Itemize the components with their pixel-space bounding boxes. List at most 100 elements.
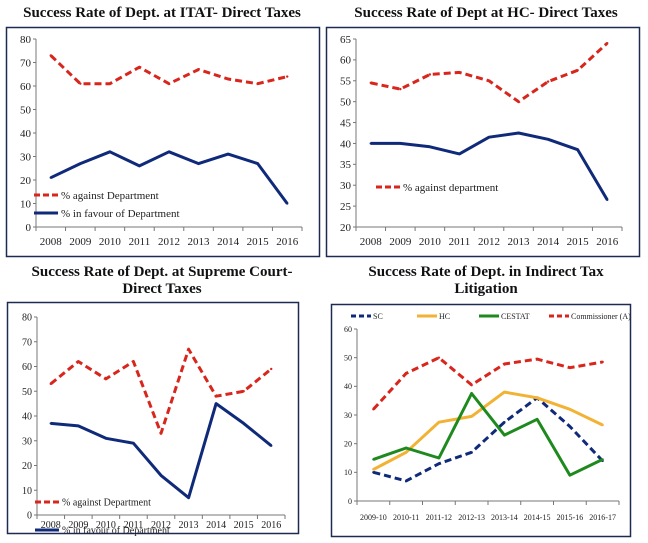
y-tick-label: 0 [348,497,352,506]
y-tick-label: 10 [20,198,32,210]
data-point [132,442,135,445]
series-line-hc [372,390,604,471]
data-point [404,479,408,483]
data-point [286,202,289,205]
data-point [242,422,245,425]
y-tick-label: 70 [20,57,32,69]
y-tick-label: 20 [340,222,352,234]
y-tick-label: 30 [22,436,32,447]
data-point [270,367,273,371]
data-point [372,458,375,461]
data-point [372,408,375,411]
chart-hc: 20 25 30 35 40 45 50 55 60 65 2008 2009 2010 2011 2012… [325,26,641,258]
chart-title-indirect-line2: Litigation [454,281,518,297]
data-point [132,360,135,363]
data-point [437,420,441,424]
data-point [49,382,52,386]
chart-sc: 0 10 20 30 40 50 60 70 80 2008 2009 2010 2011 2012 201… [6,301,300,537]
series-line-commissioner-a- [372,356,603,411]
x-tick-label: 2012 [151,520,171,531]
y-tick-label: 70 [22,337,32,348]
data-point [428,73,432,76]
x-tick-label: 2015 [247,236,270,248]
data-point [437,456,441,460]
x-tick-label: 2012 [478,236,500,248]
data-point [77,424,80,428]
y-tick-label: 80 [22,313,32,324]
series-line--in-favour-of-department [50,402,273,500]
data-point [437,462,441,465]
y-tick-label: 50 [340,97,352,109]
legend-label: % against Department [61,190,159,202]
y-tick-label: 0 [26,222,32,234]
data-point [404,372,408,375]
x-tick-label: 2014 [217,236,240,248]
data-point [470,451,473,454]
x-tick-label: 2012 [158,236,180,248]
series-line-sc [373,396,604,483]
x-tick-label: 2015-16 [557,513,584,522]
data-point [568,366,572,369]
panel-sc: Success Rate of Dept. at Supreme Court- … [0,262,324,543]
x-tick-label: 2010 [96,520,116,531]
y-tick-label: 60 [344,325,352,334]
data-point [197,68,200,71]
x-tick-label: 2013 [508,236,531,248]
data-point [197,162,200,165]
x-tick-label: 2012-13 [458,513,485,522]
legend-label: % against department [403,182,498,194]
data-point [470,383,473,387]
data-point [226,152,230,156]
data-point [399,87,402,91]
chart-title-sc-line2: Direct Taxes [122,281,202,297]
data-point [503,362,506,366]
data-point [404,451,408,454]
y-tick-label: 60 [20,81,32,93]
x-tick-label: 2009 [68,520,88,531]
y-tick-label: 80 [20,34,32,46]
data-point [159,474,163,477]
y-tick-label: 35 [340,159,352,171]
data-point [49,54,52,57]
data-point [104,437,108,440]
x-tick-label: 2014 [537,236,560,248]
data-point [187,496,190,499]
chart-border [6,301,300,535]
data-point [167,150,171,153]
data-point [576,69,579,72]
y-tick-label: 50 [344,353,352,362]
y-tick-label: 30 [344,411,352,420]
data-point [399,142,402,145]
x-tick-label: 2011 [129,236,151,248]
chart-indirect: 0 10 20 30 40 50 60 2009-10 2010-11 2011-12 2012-1… [330,303,632,538]
legend-label: CESTAT [501,312,530,321]
data-point [606,198,609,202]
y-tick-label: 20 [22,461,32,472]
y-tick-label: 40 [344,382,352,391]
data-point [226,77,230,81]
chart-border [5,26,321,258]
data-point [535,396,539,399]
data-point [568,425,572,428]
panel-itat: Success Rate of Dept. at ITAT- Direct Ta… [0,0,324,262]
y-tick-label: 0 [27,511,32,522]
legend-label: SC [373,312,383,321]
x-tick-label: 2010 [99,236,122,248]
data-point [601,458,604,461]
data-point [428,145,432,148]
x-tick-label: 2009 [389,236,412,248]
x-tick-label: 2013 [179,520,199,531]
data-point [256,82,259,85]
x-tick-label: 2016 [276,236,299,248]
x-tick-label: 2011-12 [426,513,452,522]
data-point [214,395,218,398]
panel-indirect: Success Rate of Dept. in Indirect Tax Li… [324,262,648,543]
x-tick-label: 2008 [41,520,61,531]
x-tick-label: 2013 [188,236,211,248]
y-tick-label: 40 [20,128,32,140]
panel-hc: Success Rate of Dept at HC- Direct Taxes… [324,0,648,262]
x-tick-label: 2014-15 [524,513,551,522]
y-tick-label: 50 [22,387,32,398]
data-point [138,164,141,168]
chart-title-itat: Success Rate of Dept. at ITAT- Direct Ta… [23,5,301,21]
